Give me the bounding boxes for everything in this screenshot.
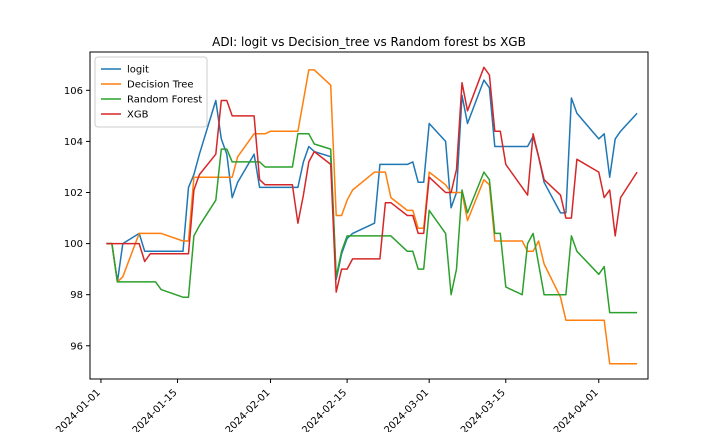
y-tick-label: 98: [70, 290, 83, 301]
series-line-1: [106, 69, 638, 365]
y-tick-label: 106: [64, 86, 83, 97]
x-tick-label: 2024-04-01: [552, 387, 601, 432]
series-line-2: [106, 133, 638, 314]
y-tick-label: 104: [64, 137, 83, 148]
legend-label: Decision Tree: [127, 80, 194, 91]
series-layer: [106, 66, 638, 365]
x-tick-label: 2024-02-15: [300, 387, 349, 432]
series-line-3: [106, 66, 638, 293]
x-tick-label: 2024-03-15: [459, 387, 508, 432]
legend-label: logit: [127, 65, 149, 76]
x-tick-label: 2024-01-15: [131, 387, 180, 432]
y-axis: 96 98 100 102 104 106: [64, 86, 90, 352]
x-axis: 2024-01-01 2024-01-15 2024-02-01 2024-02-15…: [54, 379, 601, 432]
legend-label: XGB: [127, 110, 149, 121]
x-tick-label: 2024-01-01: [54, 387, 103, 432]
plot-area: [89, 51, 649, 380]
y-tick-label: 96: [70, 341, 83, 352]
x-tick-label: 2024-02-01: [224, 387, 273, 432]
legend-box: [94, 56, 208, 128]
legend-label: Random Forest: [127, 95, 202, 106]
y-tick-label: 102: [64, 188, 83, 199]
x-tick-label: 2024-03-01: [382, 387, 431, 432]
chart-title: ADI: logit vs Decision_tree vs Random fo…: [212, 35, 526, 49]
legend: logit Decision Tree Random Forest XGB: [94, 56, 208, 128]
y-tick-label: 100: [64, 239, 83, 250]
